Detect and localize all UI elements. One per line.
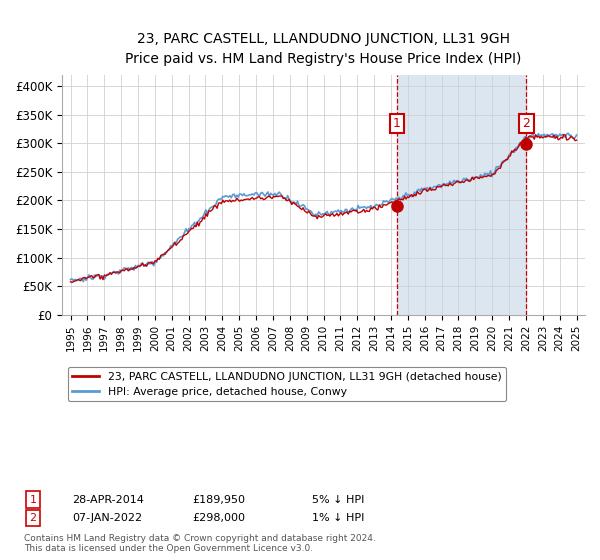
Text: 5% ↓ HPI: 5% ↓ HPI [312, 494, 364, 505]
Text: 07-JAN-2022: 07-JAN-2022 [72, 513, 142, 523]
Text: 1: 1 [392, 116, 401, 130]
Text: £298,000: £298,000 [192, 513, 245, 523]
Title: 23, PARC CASTELL, LLANDUDNO JUNCTION, LL31 9GH
Price paid vs. HM Land Registry's: 23, PARC CASTELL, LLANDUDNO JUNCTION, LL… [125, 32, 522, 67]
Bar [397, 74, 526, 315]
Text: £189,950: £189,950 [192, 494, 245, 505]
Legend: 23, PARC CASTELL, LLANDUDNO JUNCTION, LL31 9GH (detached house), HPI: Average pr: 23, PARC CASTELL, LLANDUDNO JUNCTION, LL… [68, 367, 506, 402]
Text: 2: 2 [523, 116, 530, 130]
Text: Contains HM Land Registry data © Crown copyright and database right 2024.
This d: Contains HM Land Registry data © Crown c… [24, 534, 376, 553]
Text: 1: 1 [29, 494, 37, 505]
Text: 28-APR-2014: 28-APR-2014 [72, 494, 144, 505]
Text: 2: 2 [29, 513, 37, 523]
Text: 1% ↓ HPI: 1% ↓ HPI [312, 513, 364, 523]
